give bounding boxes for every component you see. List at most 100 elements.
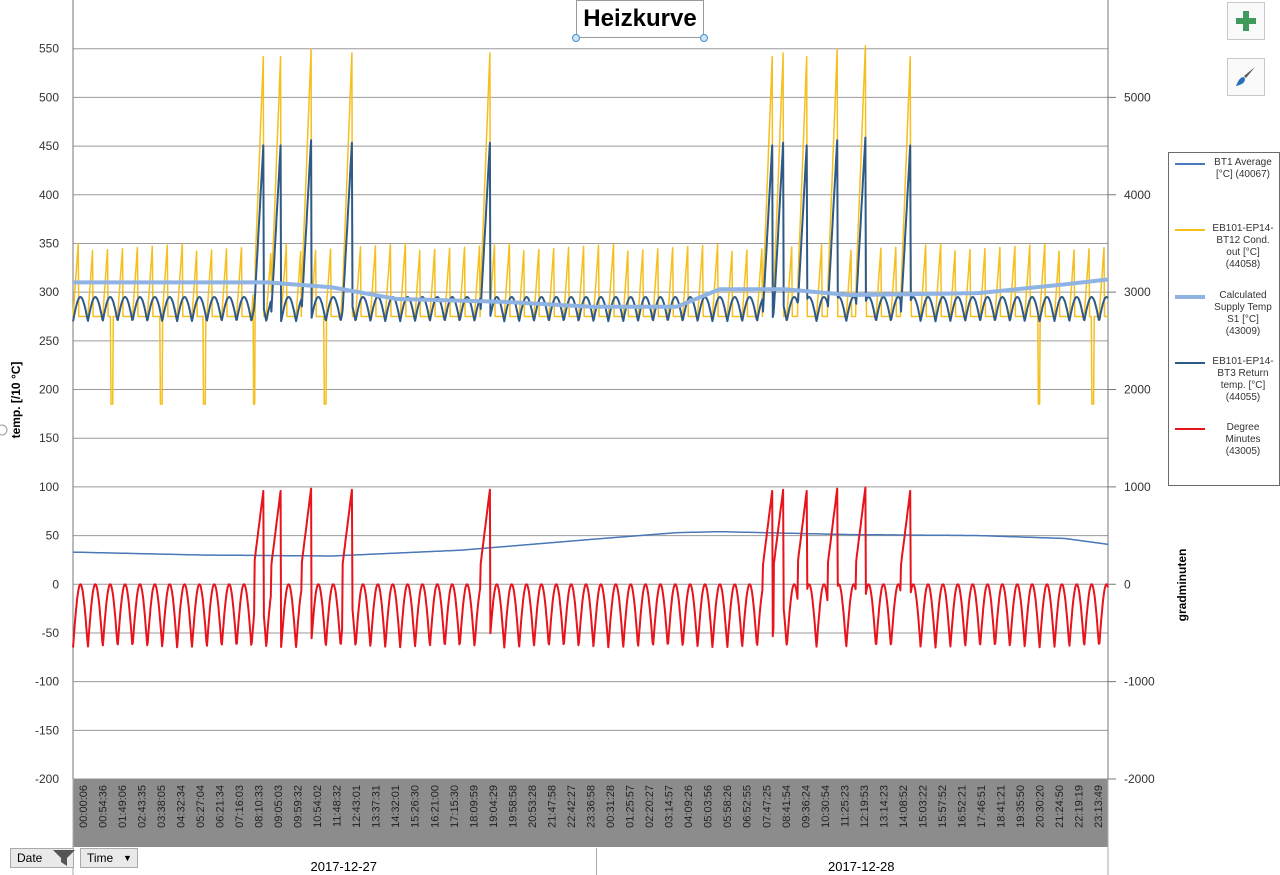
x-tick-label: 18:09:59 bbox=[468, 785, 480, 828]
x-tick-label: 09:36:24 bbox=[800, 785, 812, 828]
y-tick-label: 0 bbox=[52, 577, 59, 591]
time-filter-label: Time bbox=[87, 851, 114, 865]
x-tick-label: 01:49:06 bbox=[117, 785, 129, 828]
y2-tick-label: 2000 bbox=[1124, 383, 1151, 397]
legend-swatch bbox=[1175, 163, 1205, 165]
x-tick-label: 05:58:26 bbox=[722, 785, 734, 828]
brush-icon bbox=[1236, 67, 1255, 86]
x-tick-label: 09:05:03 bbox=[273, 785, 285, 828]
y-tick-label: -100 bbox=[35, 675, 59, 689]
x-tick-label: 06:21:34 bbox=[215, 785, 227, 828]
y2-tick-label: 4000 bbox=[1124, 188, 1151, 202]
x-tick-label: 14:08:52 bbox=[898, 785, 910, 828]
x-tick-label: 00:54:36 bbox=[97, 785, 109, 828]
y-tick-label: 450 bbox=[39, 139, 59, 153]
x-tick-label: 13:37:31 bbox=[371, 785, 383, 828]
y-tick-label: 300 bbox=[39, 285, 59, 299]
x-tick-label: 17:46:51 bbox=[976, 785, 988, 828]
x-tick-label: 19:35:50 bbox=[1015, 785, 1027, 828]
legend-item: EB101-EP14- BT12 Cond. out [°C] (44058) bbox=[1173, 223, 1280, 283]
y2-tick-label: 5000 bbox=[1124, 90, 1151, 104]
x-tick-label: 22:19:19 bbox=[1074, 785, 1086, 828]
x-tick-label: 02:20:27 bbox=[644, 785, 656, 828]
legend-label: Calculated Supply Temp S1 [°C] (43009) bbox=[1214, 290, 1272, 337]
y-tick-label: 200 bbox=[39, 383, 59, 397]
series-line-calculated-supply bbox=[71, 277, 1110, 309]
series-line-bt12 bbox=[72, 44, 1109, 405]
x-tick-label: 21:47:58 bbox=[546, 785, 558, 828]
plus-icon bbox=[1236, 11, 1256, 31]
y2-tick-label: 3000 bbox=[1124, 285, 1151, 299]
x-tick-label: 01:25:57 bbox=[625, 785, 637, 828]
date-filter-button[interactable]: Date bbox=[10, 848, 75, 868]
y-tick-label: 250 bbox=[39, 334, 59, 348]
plot-handle bbox=[0, 424, 8, 436]
y2-axis-title: gradminuten bbox=[1175, 549, 1189, 622]
labels-layer: 550500450400350300250200150100500-50-100… bbox=[9, 42, 1189, 874]
time-filter-button[interactable]: Time ▼ bbox=[80, 848, 138, 868]
y-tick-label: 100 bbox=[39, 480, 59, 494]
funnel-icon bbox=[53, 850, 75, 866]
x-tick-label: 20:30:20 bbox=[1035, 785, 1047, 828]
legend-swatch bbox=[1175, 295, 1205, 299]
y-tick-label: 50 bbox=[46, 529, 60, 543]
legend-label: EB101-EP14- BT12 Cond. out [°C] (44058) bbox=[1212, 223, 1274, 270]
x-tick-label: 11:25:23 bbox=[839, 785, 851, 827]
title-handle-left[interactable] bbox=[572, 34, 580, 42]
y-tick-label: -200 bbox=[35, 772, 59, 786]
y-axis-title: temp. [/10 °C] bbox=[9, 362, 23, 439]
legend-item: EB101-EP14- BT3 Return temp. [°C] (44055… bbox=[1173, 356, 1280, 416]
x-tick-label: 06:52:55 bbox=[742, 785, 754, 828]
title-handle-right[interactable] bbox=[700, 34, 708, 42]
legend-item: Degree Minutes (43005) bbox=[1173, 422, 1280, 472]
x-tick-label: 15:57:52 bbox=[937, 785, 949, 828]
legend-swatch bbox=[1175, 428, 1205, 430]
x-tick-label: 09:59:32 bbox=[293, 785, 305, 828]
y2-tick-label: 0 bbox=[1124, 577, 1131, 591]
x-tick-label: 13:14:23 bbox=[878, 785, 890, 828]
x-tick-label: 12:19:53 bbox=[859, 785, 871, 828]
x-tick-label: 03:14:57 bbox=[664, 785, 676, 828]
x-tick-label: 07:47:25 bbox=[761, 785, 773, 828]
y-tick-label: 150 bbox=[39, 431, 59, 445]
date-filter-label: Date bbox=[17, 851, 43, 865]
y2-tick-label: -2000 bbox=[1124, 772, 1155, 786]
x-tick-label: 18:41:21 bbox=[996, 785, 1008, 828]
x-tick-label: 05:03:56 bbox=[703, 785, 715, 828]
chart-elements-button[interactable] bbox=[1227, 2, 1265, 40]
x-tick-label: 10:54:02 bbox=[312, 785, 324, 828]
y-tick-label: -150 bbox=[35, 723, 59, 737]
x-tick-label: 19:58:58 bbox=[507, 785, 519, 828]
legend-label: BT1 Average [°C] (40067) bbox=[1214, 157, 1272, 180]
x-tick-label: 15:26:30 bbox=[410, 785, 422, 828]
x-tick-label: 02:43:35 bbox=[136, 785, 148, 828]
dropdown-arrow-icon: ▼ bbox=[123, 853, 132, 863]
x-tick-label: 21:24:50 bbox=[1054, 785, 1066, 828]
legend-swatch bbox=[1175, 362, 1205, 364]
y-tick-label: -50 bbox=[42, 626, 60, 640]
x-tick-label: 23:13:49 bbox=[1093, 785, 1105, 828]
y-tick-label: 350 bbox=[39, 236, 59, 250]
x-tick-label: 04:09:26 bbox=[683, 785, 695, 828]
x-tick-label: 07:16:03 bbox=[234, 785, 246, 828]
chart-legend[interactable]: BT1 Average [°C] (40067) EB101-EP14- BT1… bbox=[1168, 152, 1280, 486]
x-date-label: 2017-12-28 bbox=[828, 859, 895, 874]
legend-swatch bbox=[1175, 229, 1205, 231]
y-tick-label: 400 bbox=[39, 188, 59, 202]
chart-styles-button[interactable] bbox=[1227, 58, 1265, 96]
x-tick-label: 20:53:28 bbox=[527, 785, 539, 828]
chart-title[interactable]: Heizkurve bbox=[576, 0, 704, 38]
x-tick-label: 03:38:05 bbox=[156, 785, 168, 828]
x-tick-label: 11:48:32 bbox=[332, 785, 344, 827]
x-tick-label: 16:52:21 bbox=[957, 785, 969, 828]
x-tick-label: 04:32:34 bbox=[175, 785, 187, 828]
x-tick-label: 00:31:28 bbox=[605, 785, 617, 828]
y2-tick-label: 1000 bbox=[1124, 480, 1151, 494]
legend-label: EB101-EP14- BT3 Return temp. [°C] (44055… bbox=[1212, 356, 1274, 403]
legend-item: Calculated Supply Temp S1 [°C] (43009) bbox=[1173, 290, 1280, 350]
x-tick-label: 22:42:27 bbox=[566, 785, 578, 828]
x-tick-label: 14:32:01 bbox=[390, 785, 402, 828]
x-tick-label: 08:10:33 bbox=[254, 785, 266, 828]
x-tick-label: 12:43:01 bbox=[351, 785, 363, 828]
